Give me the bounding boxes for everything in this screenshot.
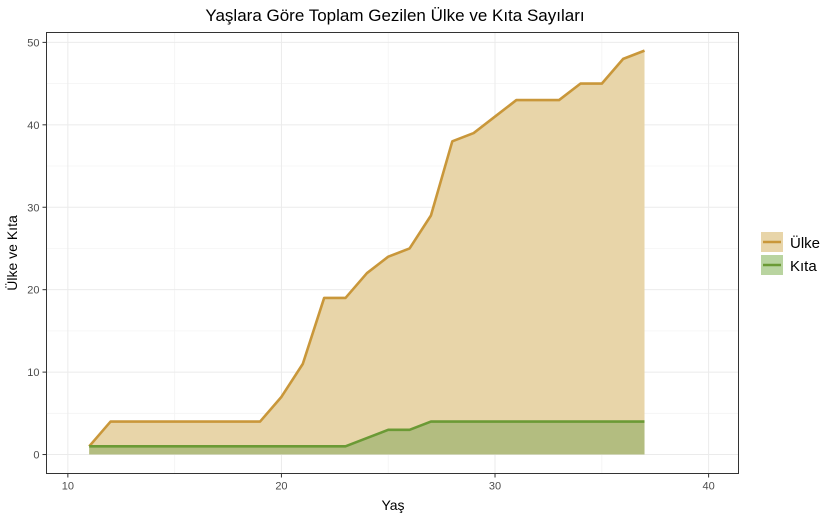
x-tick-label: 30: [489, 481, 501, 493]
x-tick-label: 10: [62, 481, 74, 493]
line-ulke: [88, 49, 645, 448]
line-kita: [89, 420, 645, 448]
legend-label-kita: Kıta: [790, 258, 817, 275]
x-axis-title: Yaş: [381, 497, 404, 513]
x-axis-ticks: 10 20 30 40: [62, 473, 715, 493]
x-tick-label: 20: [275, 481, 287, 493]
legend-label-ulke: Ülke: [790, 234, 820, 252]
area-ulke: [89, 50, 645, 455]
plot-panel-border: [46, 32, 739, 474]
y-tick-label: 40: [27, 120, 39, 132]
x-tick-label: 40: [702, 481, 714, 493]
area-kita: [89, 421, 645, 455]
y-tick-label: 50: [27, 37, 39, 49]
y-axis-title: Ülke ve Kıta: [3, 215, 20, 291]
y-tick-label: 0: [33, 450, 39, 462]
chart-title: Yaşlara Göre Toplam Gezilen Ülke ve Kıta…: [205, 6, 584, 25]
y-axis-ticks: 0 10 20 30 40 50: [27, 37, 47, 462]
y-tick-label: 20: [27, 285, 39, 297]
legend: Ülke Kıta: [761, 232, 820, 275]
plot-areas: [89, 50, 645, 455]
plot-lines: [88, 49, 645, 448]
y-tick-label: 30: [27, 202, 39, 214]
y-tick-label: 10: [27, 367, 39, 379]
